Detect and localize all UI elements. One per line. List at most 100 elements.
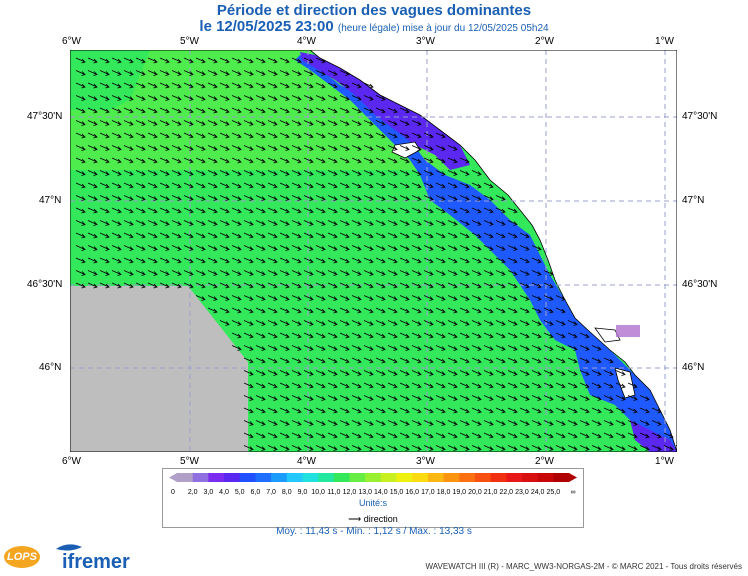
direction-arrow [351,95,362,101]
direction-arrow [303,282,314,289]
direction-arrow [471,395,482,401]
direction-arrow [231,270,242,276]
direction-arrow [315,70,326,76]
direction-arrow [483,432,494,439]
wave-map[interactable] [69,49,686,453]
direction-arrow [195,182,206,189]
direction-arrow [267,445,278,451]
direction-arrow [507,307,518,314]
direction-arrow [411,245,422,251]
direction-arrow [231,232,242,239]
direction-arrow [111,182,122,189]
direction-arrow [639,395,650,401]
direction-arrow [363,120,374,126]
direction-arrow [399,282,410,289]
direction-arrow [231,295,242,301]
direction-arrow [483,382,494,389]
lon-label-top: 2°W [535,36,554,47]
direction-arrow [411,257,422,264]
direction-arrow [231,307,242,314]
direction-arrow [279,107,290,114]
direction-arrow [267,70,278,76]
direction-arrow [495,270,506,276]
direction-arrow [387,107,398,114]
direction-arrow [435,170,446,176]
direction-arrow [327,357,338,364]
direction-arrow [279,145,290,151]
direction-arrow [375,307,386,314]
direction-arrow [327,120,338,126]
direction-arrow [75,132,86,139]
legend-swatch [333,473,350,482]
direction-arrow [267,57,278,64]
direction-arrow [375,420,386,426]
direction-arrow [99,207,110,214]
direction-arrow [447,370,458,376]
legend-swatch [302,473,319,482]
direction-arrow [423,295,434,301]
direction-arrow [603,420,614,426]
direction-arrow [267,407,278,414]
direction-arrow [219,107,230,114]
direction-arrow [375,132,386,139]
direction-arrow [75,195,86,201]
direction-arrow [615,407,626,414]
direction-arrow [135,207,146,214]
direction-arrow [459,157,470,164]
direction-arrow [471,257,482,264]
direction-arrow [207,70,218,76]
direction-arrow [99,57,110,64]
direction-arrow [279,345,290,351]
direction-arrow [303,395,314,401]
direction-arrow [399,320,410,326]
legend-swatch [396,473,413,482]
direction-arrow [111,157,122,164]
direction-arrow [147,220,158,226]
direction-arrow [363,420,374,426]
direction-arrow [243,170,254,176]
direction-arrow [195,257,206,264]
direction-arrow [567,407,578,414]
direction-arrow [243,445,254,451]
direction-arrow [147,95,158,101]
direction-arrow [291,395,302,401]
direction-arrow [507,295,518,301]
direction-arrow [627,395,638,401]
direction-arrow [87,270,98,276]
direction-arrow [327,245,338,251]
direction-arrow [267,332,278,339]
direction-arrow [375,195,386,201]
direction-arrow [471,370,482,376]
direction-arrow [399,132,410,139]
direction-arrow [495,257,506,264]
direction-arrow [519,345,530,351]
direction-arrow [279,220,290,226]
direction-arrow [399,382,410,389]
direction-arrow [87,157,98,164]
lon-label-bottom: 2°W [535,456,554,467]
direction-arrow [495,245,506,251]
direction-arrow [399,270,410,276]
direction-arrow [423,195,434,201]
direction-arrow [555,320,566,326]
direction-arrow [339,132,350,139]
legend-swatch [255,473,272,482]
direction-arrow [279,407,290,414]
direction-arrow [195,120,206,126]
direction-arrow [147,145,158,151]
direction-arrow [555,395,566,401]
direction-arrow [507,420,518,426]
direction-arrows [75,57,686,451]
direction-arrow [375,245,386,251]
direction-arrow [363,95,374,101]
direction-arrow [351,432,362,439]
direction-arrow [207,220,218,226]
direction-arrow [327,70,338,76]
direction-arrow [171,107,182,114]
direction-arrow [435,220,446,226]
direction-arrow [183,132,194,139]
direction-arrow [471,382,482,389]
direction-arrow [363,245,374,251]
direction-arrow [531,420,542,426]
direction-arrow [279,57,290,64]
